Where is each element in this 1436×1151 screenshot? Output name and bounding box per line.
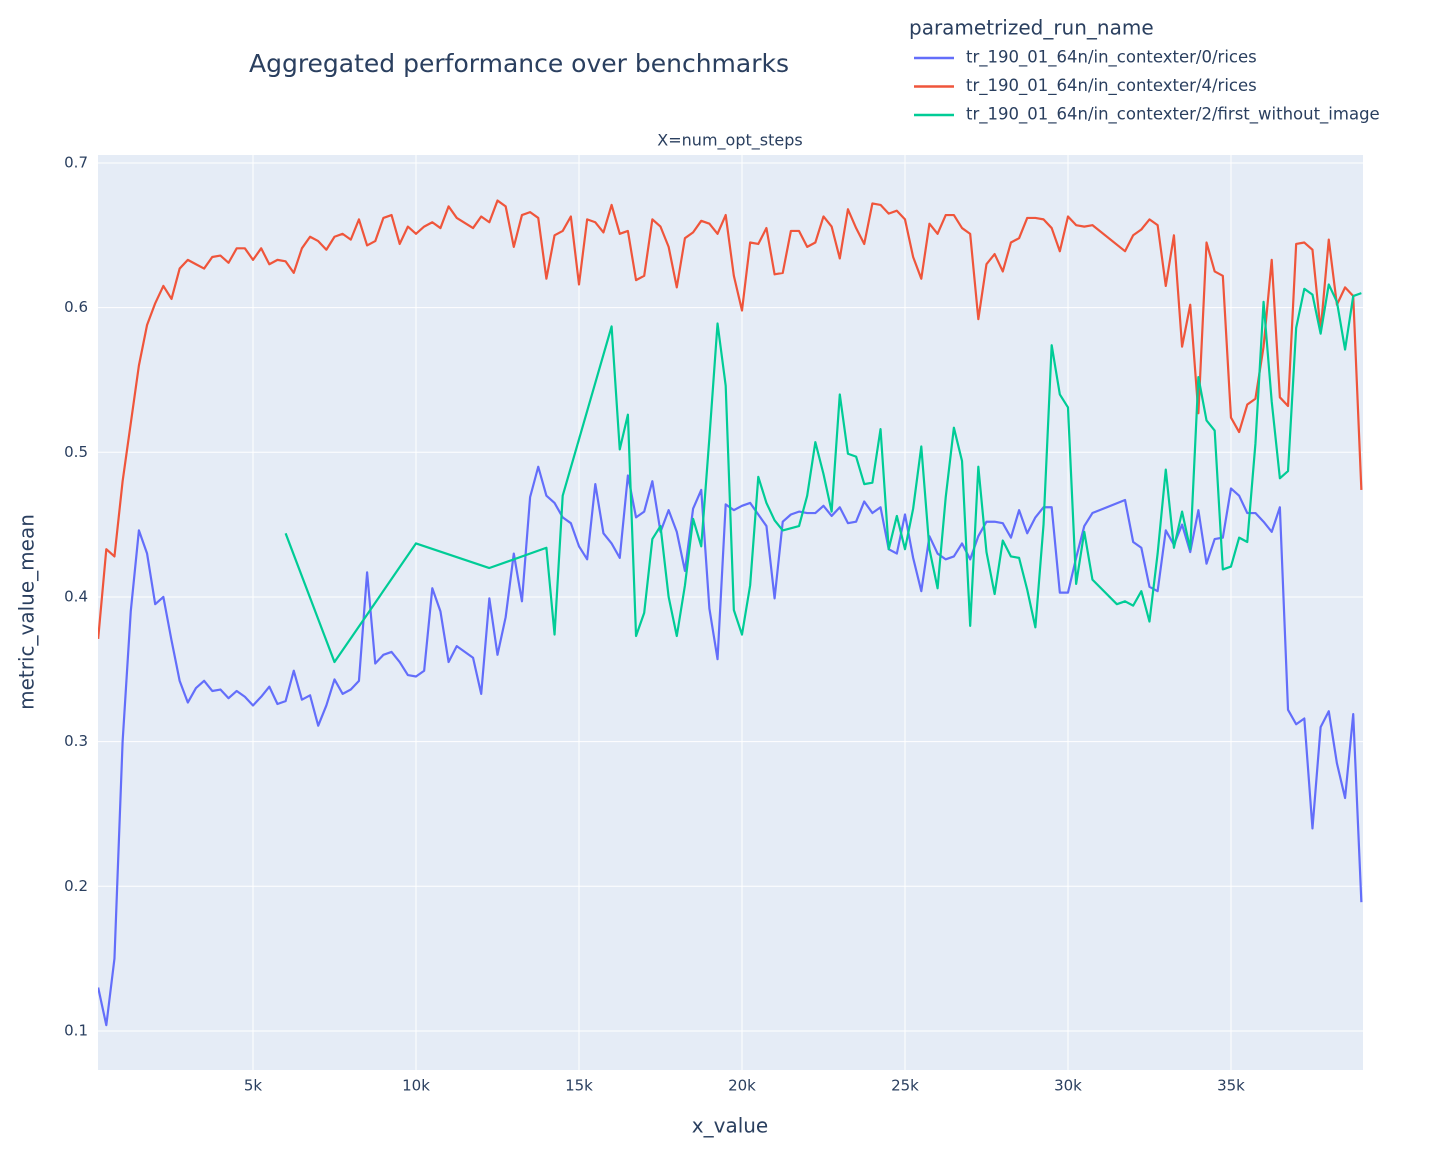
x-tick-label: 25k — [891, 1077, 919, 1095]
x-tick-label: 15k — [565, 1077, 593, 1095]
lines — [98, 199, 1363, 1027]
x-tick-label: 10k — [402, 1077, 430, 1095]
y-tick-label: 0.7 — [64, 153, 88, 171]
labels: 0.1 0.2 0.3 0.4 0.5 0.6 0.7 5k 10k 15k 20k 25k 30k 35… — [64, 153, 1245, 1094]
y-tick-label: 0.4 — [64, 587, 88, 605]
series-line — [98, 465, 1363, 1027]
y-tick-label: 0.2 — [64, 877, 88, 895]
x-axis-label: x_value — [692, 1114, 768, 1138]
legend-label: tr_190_01_64n/in_contexter/4/rices — [966, 76, 1257, 96]
plot-area — [98, 155, 1363, 1070]
series-line — [98, 199, 1363, 639]
y-tick-label: 0.3 — [64, 732, 88, 750]
y-tick-label: 0.6 — [64, 298, 88, 316]
x-tick-label: 20k — [728, 1077, 756, 1095]
y-axis-label: metric_value_mean — [15, 514, 39, 710]
legend-title: parametrized_run_name — [909, 16, 1154, 40]
x-tick-label: 35k — [1217, 1077, 1245, 1095]
y-tick-label: 0.1 — [64, 1021, 88, 1039]
chart-title: Aggregated performance over benchmarks — [249, 49, 789, 78]
subtitle: X=num_opt_steps — [657, 131, 802, 151]
legend: parametrized_run_name tr_190_01_64n/in_c… — [909, 16, 1380, 125]
x-tick-label: 5k — [244, 1077, 263, 1095]
y-tick-label: 0.5 — [64, 443, 88, 461]
legend-label: tr_190_01_64n/in_contexter/0/rices — [966, 48, 1257, 68]
legend-label: tr_190_01_64n/in_contexter/2/first_witho… — [966, 105, 1380, 125]
x-tick-label: 30k — [1054, 1077, 1082, 1095]
series-line — [284, 283, 1362, 664]
